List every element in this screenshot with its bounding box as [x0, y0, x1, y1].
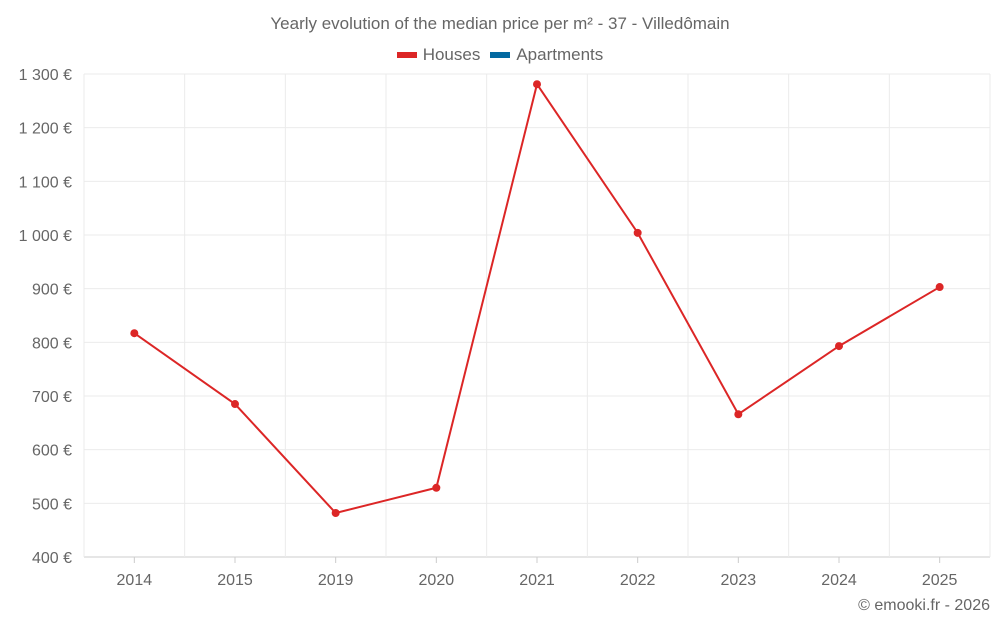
- legend-swatch-apartments: [490, 52, 511, 58]
- y-tick-label: 400 €: [32, 550, 72, 567]
- copyright-credit: © emooki.fr - 2026: [858, 597, 990, 614]
- y-tick-label: 500 €: [32, 496, 72, 513]
- legend-item-houses[interactable]: Houses: [396, 45, 481, 65]
- x-tick-label: 2014: [117, 572, 153, 589]
- y-tick-label: 1 200 €: [19, 121, 72, 138]
- legend-item-apartments[interactable]: Apartments: [490, 45, 603, 65]
- data-point-2014: [130, 329, 139, 338]
- x-tick-label: 2022: [620, 572, 656, 589]
- data-point-2024: [835, 342, 843, 351]
- y-tick-label: 700 €: [32, 389, 72, 406]
- y-tick-label: 600 €: [32, 443, 72, 460]
- data-point-2015: [231, 400, 239, 409]
- data-point-2021: [533, 80, 541, 89]
- chart-title: Yearly evolution of the median price per…: [270, 14, 730, 33]
- x-tick-label: 2015: [217, 572, 253, 589]
- y-tick-label: 800 €: [32, 335, 72, 352]
- legend-swatch-houses: [396, 52, 417, 58]
- legend-label-houses: Houses: [422, 45, 481, 64]
- x-tick-label: 2021: [519, 572, 555, 589]
- legend: Houses Apartments: [0, 45, 1000, 65]
- y-tick-label: 1 300 €: [19, 67, 72, 84]
- x-tick-label: 2020: [419, 572, 455, 589]
- x-tick-label: 2019: [318, 572, 354, 589]
- series-line-houses: [133, 81, 941, 515]
- y-tick-label: 1 000 €: [19, 228, 72, 245]
- data-point-2022: [633, 228, 642, 237]
- data-point-2020: [432, 483, 441, 492]
- data-point-2023: [734, 410, 743, 419]
- x-tick-label: 2024: [821, 572, 857, 589]
- x-tick-label: 2023: [721, 572, 757, 589]
- y-tick-label: 900 €: [32, 282, 72, 299]
- x-tick-label: 2025: [922, 572, 958, 589]
- data-point-2025: [935, 283, 944, 292]
- y-tick-label: 1 100 €: [19, 174, 72, 191]
- legend-label-apartments: Apartments: [516, 45, 604, 64]
- data-point-2019: [331, 508, 340, 517]
